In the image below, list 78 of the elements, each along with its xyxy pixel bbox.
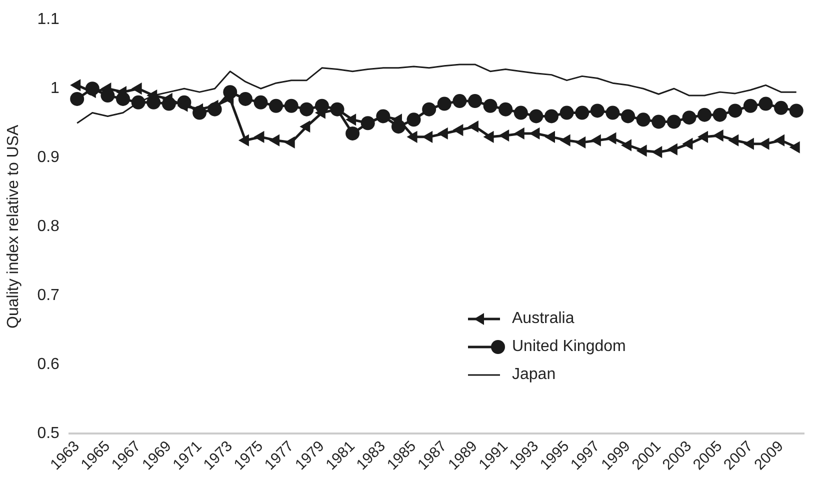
point: [621, 139, 632, 152]
point: [452, 94, 467, 108]
point: [468, 94, 482, 108]
point: [284, 136, 295, 149]
point: [743, 138, 754, 150]
point: [743, 98, 758, 113]
y-tick-label: 0.6: [37, 356, 60, 374]
point: [284, 98, 298, 113]
point: [652, 114, 666, 129]
point: [682, 138, 693, 150]
point: [300, 120, 310, 133]
point: [452, 124, 464, 136]
point: [758, 96, 773, 111]
point: [789, 104, 804, 118]
point: [269, 134, 280, 146]
point: [514, 127, 524, 140]
point: [70, 79, 81, 92]
legend-label: Australia: [512, 310, 574, 328]
y-axis-title: Quality index relative to USA: [5, 124, 22, 328]
point: [636, 112, 650, 127]
point: [70, 92, 84, 106]
point: [346, 126, 360, 140]
point: [437, 127, 448, 140]
legend-label: Japan: [512, 366, 556, 384]
point: [406, 112, 421, 127]
point: [728, 104, 742, 118]
y-tick-label: 0.9: [37, 149, 60, 166]
point: [636, 144, 647, 157]
point: [498, 102, 513, 116]
point: [698, 108, 712, 122]
point: [300, 102, 314, 116]
point: [712, 108, 727, 122]
point: [575, 106, 590, 120]
point: [606, 132, 616, 144]
point: [774, 100, 788, 115]
point: [254, 95, 268, 110]
point: [789, 141, 800, 154]
point: [698, 130, 708, 143]
legend-label: United Kingdom: [512, 338, 626, 356]
point: [422, 102, 436, 116]
point: [590, 134, 601, 146]
point: [498, 129, 510, 142]
point: [422, 130, 433, 143]
point: [544, 130, 555, 143]
point: [468, 120, 478, 133]
point: [712, 129, 724, 142]
point: [560, 106, 574, 120]
point: [254, 130, 264, 143]
y-tick-label: 0.7: [37, 287, 60, 304]
point: [728, 134, 739, 146]
point: [621, 109, 636, 124]
point: [406, 130, 418, 143]
point: [238, 92, 252, 106]
point: [575, 136, 586, 149]
point: [437, 96, 452, 111]
point: [544, 109, 558, 124]
point: [774, 134, 785, 146]
y-tick-label: 1: [50, 80, 60, 98]
point: [682, 110, 696, 125]
point: [483, 130, 494, 143]
point: [666, 114, 681, 129]
point: [666, 143, 678, 156]
point: [483, 98, 498, 113]
point: [131, 82, 142, 95]
point: [590, 104, 604, 118]
point: [269, 98, 284, 113]
y-tick-label: 0.8: [37, 218, 60, 236]
point: [606, 106, 620, 120]
point: [238, 134, 249, 146]
point: [529, 109, 544, 124]
point: [758, 138, 770, 150]
point: [514, 106, 528, 120]
point: [346, 114, 356, 126]
point: [652, 146, 662, 158]
y-tick-label: 1.1: [37, 11, 60, 28]
point: [131, 95, 146, 110]
y-tick-label: 0.5: [37, 425, 60, 442]
point: [560, 134, 570, 146]
